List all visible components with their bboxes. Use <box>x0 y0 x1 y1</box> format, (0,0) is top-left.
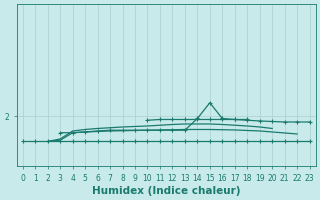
X-axis label: Humidex (Indice chaleur): Humidex (Indice chaleur) <box>92 186 240 196</box>
